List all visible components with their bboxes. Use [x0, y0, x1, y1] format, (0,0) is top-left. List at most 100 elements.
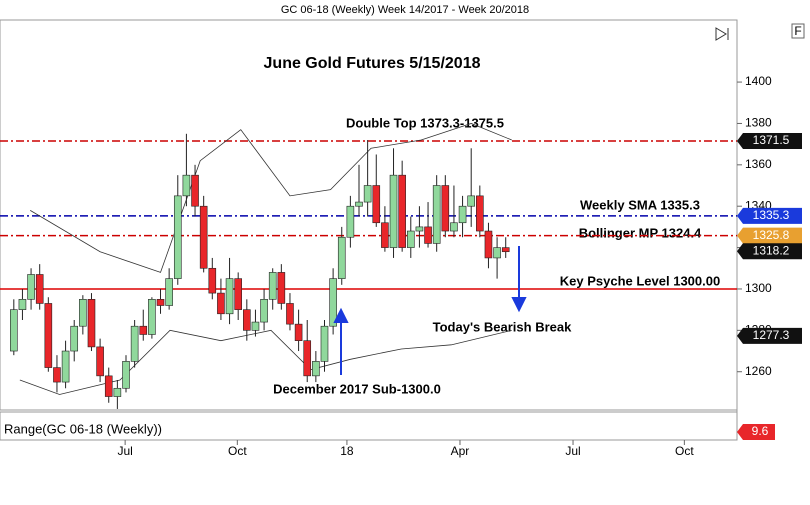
candle-body — [191, 174, 199, 207]
marks — [0, 81, 742, 445]
x-tick-label: Jul — [117, 444, 132, 458]
range-value: 9.6 — [752, 424, 769, 438]
price-tag-label: 1325.8 — [753, 228, 790, 242]
arrow — [511, 246, 527, 313]
y-tick-label: 1400 — [745, 74, 772, 88]
y-tick-label: 1360 — [745, 157, 772, 171]
candle-body — [493, 247, 501, 259]
candle-body — [165, 278, 173, 306]
arrow — [333, 307, 349, 375]
candle-body — [337, 236, 346, 279]
price-tag — [737, 227, 802, 244]
annotation: Weekly SMA 1335.3 — [580, 197, 700, 212]
price-tag-label: 1335.3 — [753, 208, 790, 222]
candle-body — [61, 350, 70, 383]
candle-body — [251, 321, 260, 331]
candle-body — [320, 325, 329, 362]
candle-body — [415, 226, 424, 232]
candle-body — [104, 375, 113, 397]
annotation: December 2017 Sub-1300.0 — [273, 381, 441, 396]
x-tick-label: 18 — [340, 444, 354, 458]
candle-body — [87, 299, 96, 348]
candle-body — [243, 309, 251, 331]
candle-body — [277, 272, 286, 304]
annotation: Today's Bearish Break — [433, 319, 572, 334]
price-tag — [737, 243, 802, 260]
y-tick-label: 1300 — [745, 281, 772, 295]
candle-body — [122, 361, 130, 389]
candle-body — [70, 325, 79, 352]
price-tag — [737, 207, 802, 224]
price-tag-label: 1277.3 — [753, 328, 790, 342]
candle-body — [79, 299, 87, 327]
candle-body — [182, 174, 191, 197]
annotation: Key Psyche Level 1300.00 — [560, 273, 720, 288]
candle-body — [406, 230, 415, 248]
candle-body — [148, 299, 156, 335]
corner-label: F — [794, 24, 801, 38]
candle-body — [18, 299, 27, 310]
candle-body — [441, 185, 450, 232]
candle-body — [398, 174, 406, 248]
candle-body — [27, 274, 35, 300]
candle-body — [303, 340, 312, 377]
scroll-icon — [715, 27, 729, 41]
candle-body — [501, 247, 510, 253]
candle-body — [44, 303, 53, 368]
candle-body — [96, 346, 104, 377]
candle-body — [156, 299, 165, 306]
candle-body — [199, 205, 208, 269]
candle-body — [424, 226, 432, 244]
candle-body — [355, 201, 363, 207]
band-line — [19, 329, 512, 395]
candle-body — [268, 272, 277, 300]
candle-body — [381, 222, 389, 248]
candle-body — [139, 325, 148, 335]
candle-body — [35, 274, 44, 304]
x-tick-label: Oct — [228, 444, 247, 458]
candle-body — [113, 387, 122, 397]
candle-body — [10, 309, 18, 352]
candle-body — [329, 278, 337, 327]
candle-body — [260, 299, 268, 323]
candle-body — [130, 325, 139, 362]
candle-body — [389, 174, 398, 248]
price-tag-label: 1371.5 — [753, 133, 790, 147]
candle-body — [467, 195, 475, 207]
candle-body — [476, 195, 484, 232]
price-tag — [737, 133, 802, 150]
candle-body — [208, 267, 217, 294]
header: GC 06-18 (Weekly) Week 14/2017 - Week 20… — [281, 4, 529, 16]
corner-box — [791, 23, 805, 39]
price-tag-label: 1318.2 — [753, 243, 790, 257]
candle-body — [312, 361, 320, 377]
y-tick-label: 1380 — [745, 116, 772, 130]
chart-title: June Gold Futures 5/15/2018 — [264, 55, 481, 72]
x-tick-label: Oct — [675, 444, 694, 458]
candle-body — [346, 205, 355, 238]
annotation: Double Top 1373.3-1375.5 — [346, 115, 504, 130]
band-line — [30, 123, 512, 273]
candle-body — [458, 205, 467, 224]
price-tag — [737, 327, 802, 344]
candle-body — [432, 185, 441, 244]
candle-body — [225, 278, 234, 315]
range-tag — [737, 424, 775, 440]
candle-body — [217, 292, 225, 315]
candle-body — [484, 230, 493, 259]
candle-body — [53, 367, 61, 383]
x-tick-label: Jul — [565, 444, 580, 458]
range-label: Range(GC 06-18 (Weekly)) — [4, 421, 162, 436]
x-tick-label: Apr — [451, 444, 470, 458]
annotation: Bollinger MP 1324.4 — [579, 225, 702, 240]
candle-body — [450, 222, 458, 232]
candle-body — [234, 278, 242, 310]
candle-body — [294, 323, 303, 341]
candle-body — [363, 185, 372, 203]
y-tick-label: 1260 — [745, 364, 772, 378]
candle-body — [372, 185, 381, 224]
candle-body — [173, 195, 182, 279]
candle-body — [286, 303, 294, 325]
